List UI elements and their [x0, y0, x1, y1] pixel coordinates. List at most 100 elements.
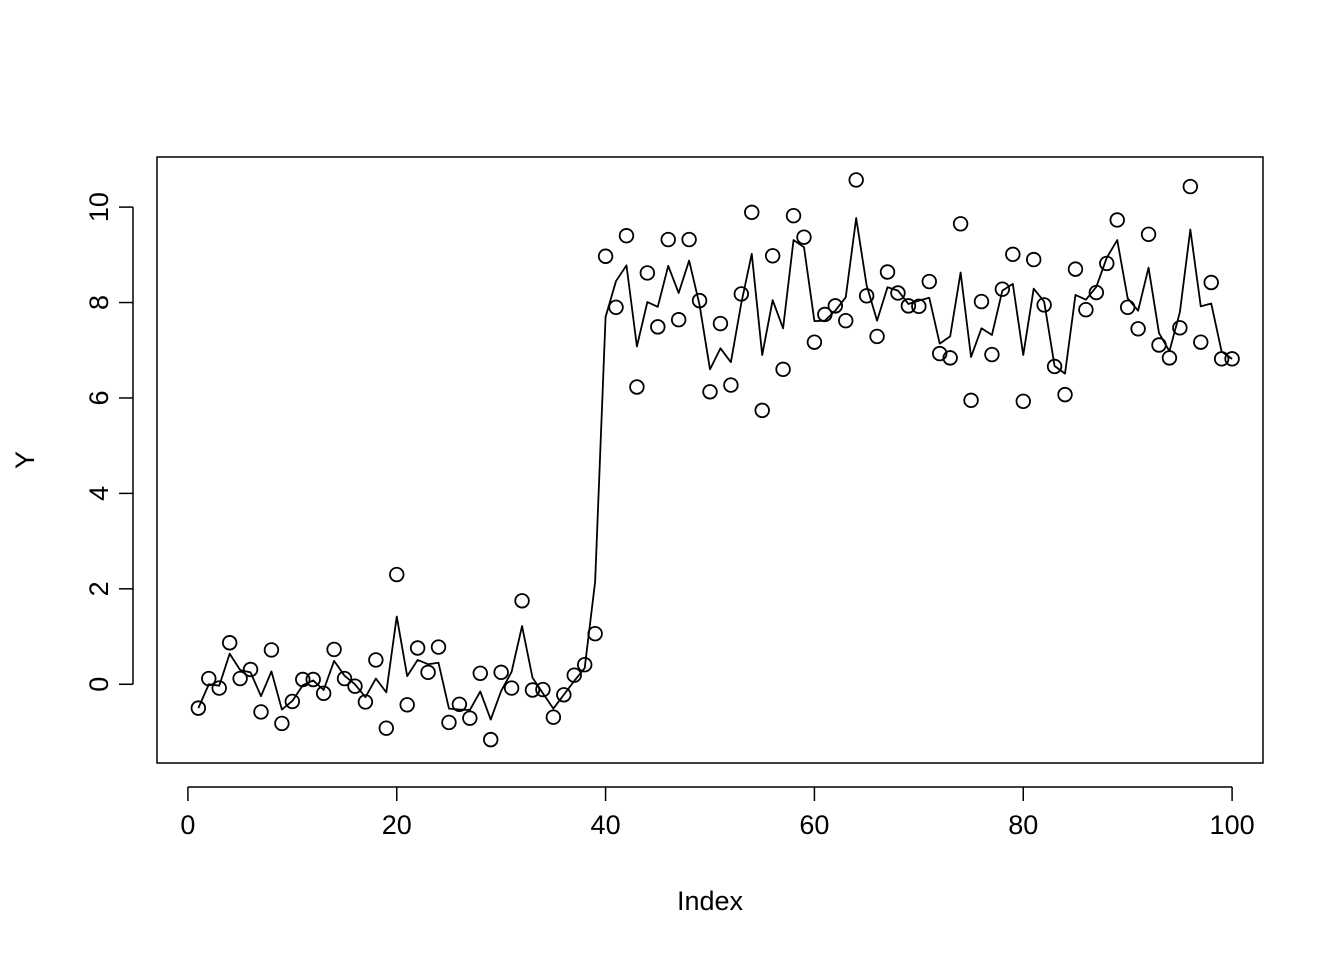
- x-tick-label: 80: [1008, 810, 1038, 840]
- data-point: [764, 248, 781, 264]
- data-point: [775, 361, 791, 378]
- data-point: [420, 664, 436, 681]
- data-point: [921, 273, 937, 290]
- data-point: [587, 625, 603, 642]
- data-point: [838, 312, 854, 329]
- data-point: [263, 642, 280, 658]
- plot-frame: [156, 156, 1264, 764]
- data-point: [524, 682, 541, 698]
- y-tick-label: 10: [84, 192, 114, 222]
- data-point: [357, 694, 374, 710]
- data-point: [430, 639, 447, 655]
- points-group: [190, 172, 1240, 748]
- x-tick-label: 100: [1210, 810, 1255, 840]
- data-point: [984, 346, 1000, 363]
- data-point: [1193, 334, 1209, 350]
- data-point: [973, 293, 990, 310]
- data-point: [1119, 299, 1136, 316]
- data-point: [629, 379, 645, 395]
- data-point: [462, 710, 478, 726]
- data-point: [514, 593, 530, 609]
- data-point: [295, 671, 311, 688]
- data-point: [1203, 274, 1219, 291]
- data-point: [305, 671, 321, 688]
- data-point: [639, 265, 656, 281]
- data-point: [1099, 255, 1115, 272]
- data-point: [253, 704, 269, 720]
- data-point: [618, 228, 635, 244]
- data-point: [274, 715, 290, 732]
- data-point: [796, 229, 812, 245]
- data-point: [1025, 251, 1042, 268]
- y-tick-label: 2: [84, 581, 114, 596]
- y-tick-label: 4: [84, 486, 114, 501]
- data-point: [1182, 178, 1199, 195]
- data-point: [723, 377, 739, 393]
- data-point: [597, 248, 614, 264]
- data-point: [451, 696, 468, 713]
- x-tick-label: 0: [180, 810, 195, 840]
- data-point: [368, 652, 384, 668]
- data-point: [1161, 350, 1178, 366]
- data-point: [785, 207, 802, 224]
- data-point: [201, 670, 217, 687]
- data-point: [848, 172, 864, 188]
- data-point: [378, 720, 395, 736]
- data-point: [1036, 297, 1052, 313]
- data-point: [712, 315, 729, 332]
- data-point: [1046, 358, 1063, 375]
- data-point: [221, 635, 238, 651]
- data-point: [1005, 246, 1021, 263]
- series-line: [197, 217, 1233, 721]
- data-point: [1015, 393, 1031, 410]
- data-point: [858, 288, 875, 304]
- data-point: [472, 665, 488, 681]
- data-point: [869, 328, 885, 345]
- x-axis-title: Index: [677, 886, 744, 916]
- data-point: [441, 714, 457, 731]
- data-point: [994, 281, 1011, 297]
- data-point: [535, 681, 551, 698]
- data-point: [1057, 386, 1073, 403]
- data-point: [681, 231, 697, 248]
- data-point: [952, 216, 969, 232]
- data-point: [389, 566, 405, 583]
- data-point: [545, 709, 562, 725]
- data-point: [744, 204, 760, 221]
- data-point: [1151, 337, 1167, 353]
- data-point: [336, 670, 353, 687]
- data-point: [806, 334, 823, 350]
- data-point: [1130, 321, 1146, 337]
- data-point: [1067, 261, 1084, 277]
- data-point: [284, 693, 301, 710]
- data-point: [911, 298, 927, 315]
- data-point: [890, 285, 906, 301]
- data-point: [409, 640, 426, 656]
- data-point: [608, 299, 624, 316]
- data-point: [347, 678, 363, 694]
- y-tick-label: 6: [84, 390, 114, 405]
- data-point: [326, 641, 342, 658]
- data-point: [660, 231, 676, 248]
- data-point: [566, 667, 582, 683]
- x-tick-label: 20: [382, 810, 412, 840]
- data-point: [1140, 226, 1157, 243]
- data-point: [493, 664, 509, 681]
- data-point: [827, 298, 844, 314]
- data-point: [576, 657, 593, 673]
- data-point: [1224, 351, 1240, 367]
- data-point: [399, 697, 415, 713]
- y-tick-label: 8: [84, 295, 114, 310]
- data-point: [702, 384, 718, 400]
- data-point: [879, 264, 896, 280]
- data-point: [932, 345, 948, 362]
- data-point: [190, 700, 207, 716]
- data-point: [1172, 320, 1188, 336]
- data-point: [817, 306, 833, 323]
- data-point: [1088, 284, 1105, 301]
- data-point: [242, 661, 259, 678]
- data-point: [1109, 212, 1125, 228]
- data-point: [670, 312, 687, 328]
- data-point: [900, 298, 917, 314]
